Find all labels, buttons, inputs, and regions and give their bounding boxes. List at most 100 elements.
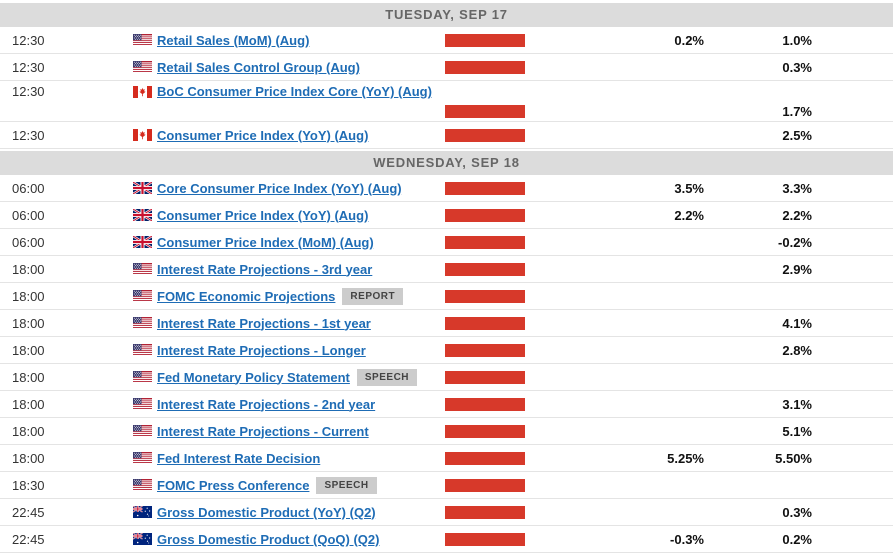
impact-bar-high (445, 33, 525, 47)
australia-flag-icon (133, 533, 157, 545)
event-row: 12:30 Consumer Price Index (YoY) (Aug) 2… (0, 122, 893, 149)
impact-cell (445, 235, 525, 249)
event-link[interactable]: Interest Rate Projections - Current (157, 423, 369, 439)
impact-cell (445, 478, 525, 492)
impact-bar-high (445, 128, 525, 142)
impact-cell (445, 424, 525, 438)
impact-cell (445, 262, 525, 276)
event-cell: Gross Domestic Product (YoY) (Q2) (157, 505, 445, 520)
event-row: 18:00 Fed Monetary Policy Statement SPEE… (0, 364, 893, 391)
event-row: 12:30 BoC Consumer Price Index Core (YoY… (0, 81, 893, 122)
impact-cell (445, 105, 525, 118)
impact-cell (445, 532, 525, 546)
event-link[interactable]: FOMC Press Conference (157, 477, 310, 493)
event-row: 12:30 Retail Sales Control Group (Aug) 0… (0, 54, 893, 81)
event-link[interactable]: Gross Domestic Product (QoQ) (Q2) (157, 531, 380, 547)
event-type-badge: REPORT (342, 287, 404, 305)
event-link[interactable]: Interest Rate Projections - 2nd year (157, 396, 376, 412)
impact-bar-high (445, 370, 525, 384)
event-link[interactable]: Interest Rate Projections - 3rd year (157, 261, 373, 277)
event-type-badge: SPEECH (316, 476, 377, 494)
event-row: 22:45 Gross Domestic Product (YoY) (Q2) … (0, 499, 893, 526)
event-cell: Retail Sales Control Group (Aug) (157, 60, 445, 75)
event-link[interactable]: Interest Rate Projections - 1st year (157, 315, 371, 331)
united-states-flag-icon (133, 425, 157, 437)
event-cell: Interest Rate Projections - Current (157, 424, 445, 439)
event-link[interactable]: Retail Sales (MoM) (Aug) (157, 32, 310, 48)
previous-value: 4.1% (782, 315, 812, 331)
event-cell: FOMC Press Conference SPEECH (157, 476, 445, 494)
event-cell: Fed Monetary Policy Statement SPEECH (157, 368, 445, 386)
impact-cell (445, 181, 525, 195)
event-link[interactable]: Consumer Price Index (MoM) (Aug) (157, 234, 374, 250)
impact-cell (445, 33, 525, 47)
event-row: 06:00 Core Consumer Price Index (YoY) (A… (0, 175, 893, 202)
event-row: 18:00 Interest Rate Projections - 1st ye… (0, 310, 893, 337)
event-row: 12:30 Retail Sales (MoM) (Aug) 0.2% 1.0% (0, 27, 893, 54)
canada-flag-icon (133, 129, 157, 141)
previous-value: 0.2% (782, 531, 812, 547)
event-time: 18:00 (12, 423, 45, 439)
event-time: 18:00 (12, 396, 45, 412)
event-link[interactable]: BoC Consumer Price Index Core (YoY) (Aug… (157, 84, 432, 99)
impact-bar-high (445, 532, 525, 546)
event-link[interactable]: Interest Rate Projections - Longer (157, 342, 366, 358)
event-time: 12:30 (12, 32, 45, 48)
impact-bar-high (445, 424, 525, 438)
united-states-flag-icon (133, 344, 157, 356)
event-time: 22:45 (12, 531, 45, 547)
event-link[interactable]: Consumer Price Index (YoY) (Aug) (157, 127, 369, 143)
united-states-flag-icon (133, 371, 157, 383)
event-row: 06:00 Consumer Price Index (MoM) (Aug) -… (0, 229, 893, 256)
event-link[interactable]: Fed Interest Rate Decision (157, 450, 321, 466)
calendar-rows: TUESDAY, SEP 17 12:30 Retail Sales (MoM)… (0, 3, 893, 553)
impact-bar-high (445, 343, 525, 357)
united-states-flag-icon (133, 263, 157, 275)
event-time: 18:00 (12, 288, 45, 304)
event-row: 18:00 Interest Rate Projections - Longer… (0, 337, 893, 364)
impact-cell (445, 289, 525, 303)
event-row: 18:30 FOMC Press Conference SPEECH (0, 472, 893, 499)
event-time: 12:30 (12, 59, 45, 75)
impact-bar-high (445, 208, 525, 222)
day-header: TUESDAY, SEP 17 (0, 3, 893, 27)
event-link[interactable]: FOMC Economic Projections (157, 288, 336, 304)
event-link[interactable]: Core Consumer Price Index (YoY) (Aug) (157, 180, 402, 196)
event-time: 22:45 (12, 504, 45, 520)
united-kingdom-flag-icon (133, 236, 157, 248)
previous-value: 1.7% (782, 104, 812, 119)
impact-cell (445, 128, 525, 142)
event-cell: Interest Rate Projections - 1st year (157, 316, 445, 331)
event-time: 18:00 (12, 369, 45, 385)
event-cell: Fed Interest Rate Decision (157, 451, 445, 466)
forecast-value: 2.2% (674, 207, 704, 223)
impact-bar-high (445, 505, 525, 519)
event-row: 18:00 Interest Rate Projections - 2nd ye… (0, 391, 893, 418)
event-cell: Interest Rate Projections - 3rd year (157, 262, 445, 277)
previous-value: 3.3% (782, 180, 812, 196)
event-link[interactable]: Fed Monetary Policy Statement (157, 369, 350, 385)
event-link[interactable]: Retail Sales Control Group (Aug) (157, 59, 360, 75)
previous-value: 2.8% (782, 342, 812, 358)
event-cell: Interest Rate Projections - 2nd year (157, 397, 445, 412)
day-header-label: TUESDAY, SEP 17 (385, 7, 508, 22)
united-states-flag-icon (133, 452, 157, 464)
impact-cell (445, 451, 525, 465)
impact-cell (445, 397, 525, 411)
event-cell: Gross Domestic Product (QoQ) (Q2) (157, 532, 445, 547)
united-kingdom-flag-icon (133, 182, 157, 194)
previous-value: 3.1% (782, 396, 812, 412)
event-cell: BoC Consumer Price Index Core (YoY) (Aug… (157, 84, 893, 99)
event-time: 18:00 (12, 261, 45, 277)
event-time: 18:30 (12, 477, 45, 493)
forecast-value: -0.3% (670, 531, 704, 547)
australia-flag-icon (133, 506, 157, 518)
day-header-label: WEDNESDAY, SEP 18 (373, 155, 520, 170)
event-row: 22:45 Gross Domestic Product (QoQ) (Q2) … (0, 526, 893, 553)
impact-bar-high (445, 397, 525, 411)
event-link[interactable]: Gross Domestic Product (YoY) (Q2) (157, 504, 376, 520)
united-states-flag-icon (133, 398, 157, 410)
event-type-badge: SPEECH (356, 368, 418, 386)
event-time: 12:30 (12, 127, 45, 143)
event-link[interactable]: Consumer Price Index (YoY) (Aug) (157, 207, 369, 223)
